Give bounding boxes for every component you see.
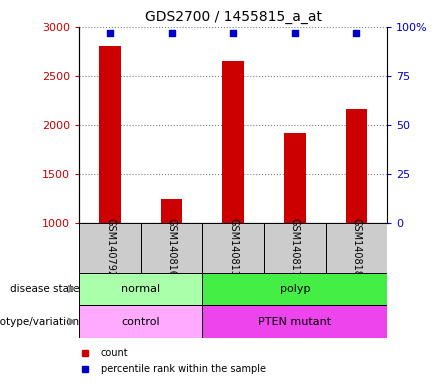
- Text: genotype/variation: genotype/variation: [0, 316, 79, 327]
- Bar: [202, 305, 387, 338]
- Text: PTEN mutant: PTEN mutant: [258, 316, 331, 327]
- Bar: [79, 305, 202, 338]
- Title: GDS2700 / 1455815_a_at: GDS2700 / 1455815_a_at: [145, 10, 322, 25]
- Text: percentile rank within the sample: percentile rank within the sample: [101, 364, 266, 374]
- Bar: [79, 223, 141, 273]
- Bar: [161, 199, 182, 223]
- Bar: [141, 223, 202, 273]
- Point: [353, 30, 360, 36]
- Text: polyp: polyp: [279, 284, 310, 294]
- Bar: [326, 223, 387, 273]
- Text: GSM140792: GSM140792: [105, 218, 115, 277]
- Text: GSM140817: GSM140817: [290, 218, 300, 277]
- Bar: [223, 61, 244, 223]
- Text: disease state: disease state: [10, 284, 79, 294]
- Bar: [99, 46, 121, 223]
- Text: GSM140818: GSM140818: [352, 218, 361, 277]
- Bar: [79, 273, 202, 305]
- Bar: [284, 132, 305, 223]
- Point: [291, 30, 298, 36]
- Text: normal: normal: [121, 284, 160, 294]
- Point: [230, 30, 237, 36]
- Text: GSM140813: GSM140813: [228, 218, 238, 277]
- Bar: [264, 223, 326, 273]
- Bar: [202, 273, 387, 305]
- Bar: [346, 109, 367, 223]
- Text: control: control: [121, 316, 160, 327]
- Text: GSM140816: GSM140816: [167, 218, 176, 277]
- Bar: [202, 223, 264, 273]
- Point: [106, 30, 114, 36]
- Text: count: count: [101, 348, 128, 358]
- Point: [168, 30, 175, 36]
